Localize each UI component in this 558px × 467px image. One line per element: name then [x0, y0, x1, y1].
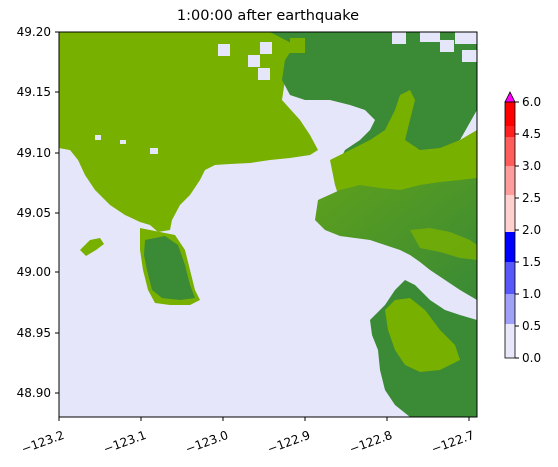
colorbar-segment — [505, 137, 515, 166]
colorbar-segment — [505, 294, 515, 324]
x-tick-label: −122.7 — [430, 428, 477, 456]
north-land-blocks — [59, 32, 305, 64]
colorbar-segment — [505, 166, 515, 195]
y-tick-label: 49.15 — [17, 85, 51, 99]
colorbar-segment — [505, 232, 515, 262]
small-islet — [80, 238, 104, 256]
y-tick-label: 48.90 — [17, 386, 51, 400]
colorbar-tick-label: 4.5 — [522, 127, 541, 141]
map-plot-area — [59, 32, 477, 417]
point-roberts-highland — [144, 236, 195, 300]
colorbar-extend-arrow — [504, 91, 516, 103]
colorbar-tick-label: 2.0 — [522, 223, 541, 237]
east-highland — [315, 178, 477, 300]
y-tick-label: 49.05 — [17, 206, 51, 220]
colorbar: 6.0 4.5 3.0 2.5 2.0 1.5 1.0 0.5 0.0 — [504, 91, 541, 365]
colorbar-tick-label: 6.0 — [522, 95, 541, 109]
x-tick-label: −122.8 — [348, 428, 395, 456]
x-tick-label: −123.1 — [102, 428, 149, 456]
y-tick-label: 49.10 — [17, 146, 51, 160]
colorbar-tick-label: 0.0 — [522, 351, 541, 365]
x-axis — [58, 417, 470, 421]
y-tick-label: 49.00 — [17, 265, 51, 279]
colorbar-tick-label: 1.5 — [522, 255, 541, 269]
colorbar-tick-label: 0.5 — [522, 319, 541, 333]
colorbar-segment — [505, 126, 515, 137]
map-title: 1:00:00 after earthquake — [176, 8, 360, 24]
colorbar-segment — [505, 262, 515, 294]
y-axis — [55, 31, 59, 394]
colorbar-tick-label: 1.0 — [522, 287, 541, 301]
y-tick-label: 49.20 — [17, 25, 51, 39]
x-tick-label: −123.2 — [20, 428, 67, 456]
delta-land — [59, 116, 215, 165]
northeast-highland — [270, 32, 477, 175]
y-tick-label: 48.95 — [17, 326, 51, 340]
plot-frame — [58, 31, 478, 418]
colorbar-tick-label: 2.5 — [522, 191, 541, 205]
x-tick-labels: −123.2 −123.1 −123.0 −122.9 −122.8 −122.… — [20, 428, 477, 456]
south-lowland-fringe — [385, 298, 460, 372]
colorbar-segment — [505, 324, 515, 358]
x-tick-label: −122.9 — [266, 428, 313, 456]
east-coast-fringe — [410, 228, 477, 260]
colorbar-tick-label: 3.0 — [522, 159, 541, 173]
y-tick-labels: 49.20 49.15 49.10 49.05 49.00 48.95 48.9… — [17, 25, 51, 400]
colorbar-segment — [505, 195, 515, 232]
colorbar-segment — [505, 102, 515, 126]
north-water-blocks — [95, 32, 477, 154]
east-lowland — [330, 90, 477, 210]
x-tick-label: −123.0 — [184, 428, 231, 456]
